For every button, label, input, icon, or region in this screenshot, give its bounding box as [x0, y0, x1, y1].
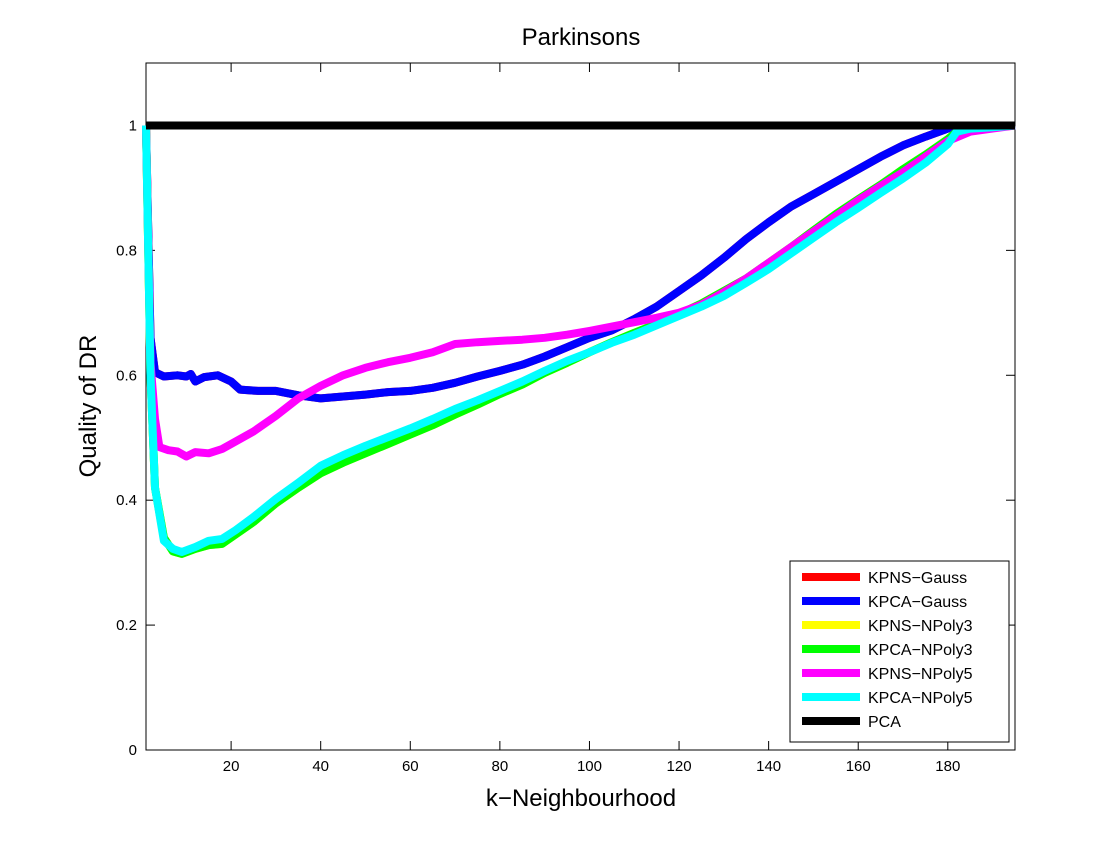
- legend-label: PCA: [868, 714, 901, 731]
- tick-labels: 20 40 60 80 100 120 140 160 180 0 0.2 0.4 0.6 0.8 1: [116, 117, 960, 775]
- x-tick-label: 60: [402, 758, 419, 775]
- x-tick-label: 180: [935, 758, 960, 775]
- y-tick-label: 0.8: [116, 242, 137, 259]
- legend: KPNS−Gauss KPCA−Gauss KPNS−NPoly3 KPCA−NPol…: [789, 560, 1010, 743]
- chart-title: Parkinsons: [522, 24, 641, 51]
- tick-marks: [146, 63, 1015, 751]
- x-tick-label: 40: [312, 758, 329, 775]
- y-tick-label: 0.2: [116, 617, 137, 634]
- series-line-kpca-gauss: [142, 121, 1015, 403]
- x-tick-label: 160: [846, 758, 871, 775]
- y-tick-label: 0: [129, 742, 137, 759]
- x-tick-label: 80: [492, 758, 509, 775]
- series-line-kpns-npoly5: [142, 121, 1016, 461]
- y-axis-title: Quality of DR: [75, 335, 102, 478]
- legend-label: KPCA−Gauss: [868, 594, 967, 611]
- legend-label: KPNS−Gauss: [868, 570, 967, 587]
- y-tick-label: 1: [129, 117, 137, 134]
- legend-label: KPCA−NPoly5: [868, 690, 973, 707]
- x-axis-title: k−Neighbourhood: [486, 785, 676, 812]
- x-tick-label: 20: [223, 758, 240, 775]
- y-tick-label: 0.4: [116, 492, 137, 509]
- x-tick-label: 100: [577, 758, 602, 775]
- x-tick-label: 120: [667, 758, 692, 775]
- series-layer: [142, 121, 1016, 558]
- legend-label: KPCA−NPoly3: [868, 642, 973, 659]
- x-tick-label: 140: [756, 758, 781, 775]
- y-tick-label: 0.6: [116, 367, 137, 384]
- legend-label: KPNS−NPoly5: [868, 666, 973, 683]
- series-line-kpca-npoly5: [142, 121, 1016, 556]
- legend-label: KPNS−NPoly3: [868, 618, 973, 635]
